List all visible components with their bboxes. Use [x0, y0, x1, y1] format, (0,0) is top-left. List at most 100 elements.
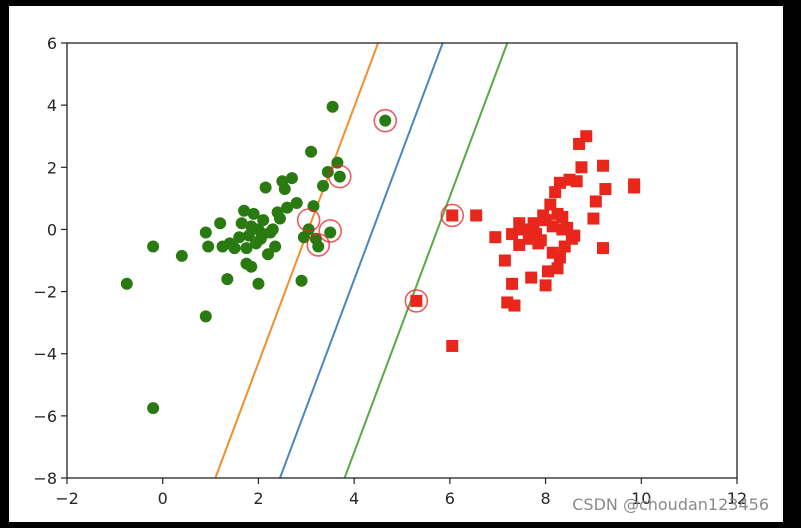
point-class1-32 [269, 240, 282, 253]
scatter-plot: −2 0 2 4 6 8 10 12 −8 −6 −4 −2 0 2 4 6 [33, 34, 747, 508]
point-class2-5 [489, 231, 502, 244]
point-class2-33 [556, 211, 569, 223]
point-class2-44 [589, 195, 602, 208]
y-tick-label: 4 [47, 96, 57, 115]
point-class2-19 [534, 234, 547, 247]
point-class1-43 [305, 145, 318, 158]
point-class1-29 [262, 248, 274, 261]
point-class1-3 [147, 402, 160, 415]
watermark-text: CSDN @choudan123456 [572, 495, 769, 514]
point-class1-50 [326, 100, 339, 113]
point-class2-13 [518, 223, 531, 236]
point-class2-3 [446, 339, 459, 352]
x-tick-label: 10 [631, 489, 651, 508]
point-class1-36 [278, 183, 291, 196]
point-class2-15 [525, 271, 538, 284]
point-class2-1 [410, 294, 423, 307]
point-class1-28 [259, 181, 272, 194]
x-tick-label: 8 [540, 489, 550, 508]
point-class2-24 [544, 198, 557, 211]
support-vector-ring-4 [327, 164, 352, 189]
point-class1-24 [252, 277, 265, 290]
point-class2-46 [597, 159, 609, 172]
point-class2-16 [527, 217, 540, 230]
x-tick-label: 12 [727, 489, 747, 508]
point-class1-31 [266, 223, 279, 236]
y-tick-label: 0 [47, 220, 57, 239]
point-class1-4 [175, 249, 188, 262]
point-class2-43 [587, 212, 600, 225]
point-class2-38 [568, 229, 581, 242]
point-class1-21 [247, 207, 260, 220]
point-class1-42 [302, 223, 315, 236]
point-class1-1 [120, 277, 133, 290]
point-class2-12 [513, 238, 526, 251]
point-class2-42 [580, 130, 593, 143]
point-class1-34 [273, 212, 286, 225]
point-class1-13 [233, 231, 246, 244]
point-class2-9 [506, 228, 519, 241]
point-class1-20 [245, 260, 258, 273]
boundary-line-2 [279, 43, 444, 478]
point-class2-45 [597, 242, 609, 255]
x-tick-label: −2 [55, 489, 79, 508]
point-class2-28 [551, 262, 564, 275]
point-class2-2 [446, 209, 459, 222]
boundary-line-3 [343, 43, 509, 478]
point-class1-2 [147, 240, 160, 253]
point-class1-8 [214, 217, 227, 230]
x-tick-label: 2 [253, 489, 263, 508]
point-class2-30 [553, 251, 566, 264]
point-class2-8 [506, 277, 519, 290]
y-tick-label: 2 [47, 158, 57, 177]
data-layer [120, 43, 641, 478]
point-class1-53 [379, 114, 392, 127]
x-tick-label: 4 [349, 489, 359, 508]
point-class1-15 [238, 204, 251, 217]
point-class2-27 [549, 186, 562, 199]
point-class2-41 [575, 161, 588, 174]
support-vector-ring-3 [318, 219, 343, 243]
point-class1-39 [290, 197, 303, 210]
support-vector-ring-1 [296, 208, 321, 232]
point-class1-10 [221, 273, 234, 286]
point-class2-39 [570, 175, 583, 188]
y-tick-label: −8 [33, 469, 57, 488]
support-vector-ring-2 [306, 233, 331, 257]
axes-frame [66, 42, 738, 479]
point-class2-4 [470, 209, 483, 222]
point-class2-6 [498, 254, 511, 267]
x-tick-label: 0 [158, 489, 168, 508]
point-class1-7 [202, 240, 215, 253]
point-class1-26 [257, 214, 270, 227]
point-class1-47 [317, 179, 330, 192]
point-class2-25 [546, 220, 559, 233]
boundary-line-1 [214, 43, 380, 478]
point-class2-21 [539, 279, 552, 292]
point-class1-5 [199, 310, 212, 323]
y-tick-label: 6 [47, 34, 57, 53]
point-class2-47 [599, 183, 612, 196]
point-class1-46 [312, 240, 325, 253]
point-class2-23 [541, 265, 554, 278]
y-tick-label: −2 [33, 283, 57, 302]
point-class1-37 [281, 201, 294, 214]
figure: −2 0 2 4 6 8 10 12 −8 −6 −4 −2 0 2 4 6 CSDN @choudan123… [9, 6, 783, 522]
point-class2-10 [508, 299, 521, 312]
point-class1-16 [240, 242, 253, 255]
x-tick-label: 6 [445, 489, 455, 508]
point-class2-49 [628, 181, 641, 194]
point-class1-14 [235, 217, 248, 230]
point-class1-52 [333, 170, 346, 183]
point-class1-38 [285, 172, 298, 185]
y-tick-label: −4 [33, 345, 57, 364]
point-class1-6 [199, 226, 212, 239]
point-class2-31 [553, 176, 566, 189]
point-class1-49 [324, 226, 337, 239]
support-vector-ring-5 [373, 108, 398, 133]
point-class1-18 [242, 229, 255, 242]
support-vector-ring-7 [440, 203, 465, 228]
point-class1-12 [228, 242, 241, 255]
axis-ticks: −2 0 2 4 6 8 10 12 −8 −6 −4 −2 0 2 4 6 [33, 34, 747, 508]
y-tick-label: −6 [33, 407, 57, 426]
